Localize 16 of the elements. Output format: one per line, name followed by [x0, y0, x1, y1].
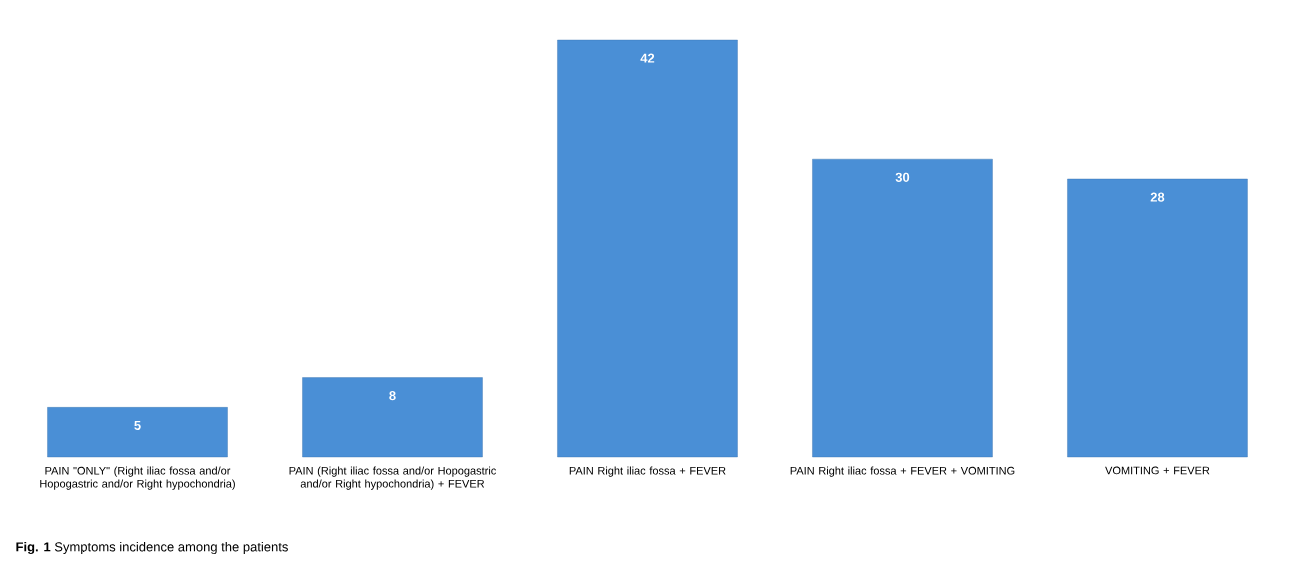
x-tick-label: PAIN "ONLY" (Right iliac fossa and/or Hopogastric and/or Right hypochondria) — [40, 466, 235, 490]
text: Fig. 1 Symptoms incidence among the patients — [16, 541, 288, 555]
bar — [1067, 178, 1248, 458]
data-label: 8 — [389, 391, 396, 401]
bar — [557, 39, 738, 458]
bar — [302, 377, 483, 458]
x-tick-label: VOMITING + FEVER — [1105, 466, 1210, 475]
x-tick-label: PAIN (Right iliac fossa and/or Hopogastric and/or Right hypochondria) + FEVER — [289, 466, 496, 490]
data-label: 42 — [640, 53, 655, 63]
data-label: 30 — [895, 172, 910, 182]
bar — [47, 407, 228, 458]
data-label: 5 — [134, 420, 141, 430]
x-tick-label: PAIN Right iliac fossa + FEVER + VOMITING — [790, 466, 1015, 477]
x-tick-label: PAIN Right iliac fossa + FEVER — [569, 466, 726, 477]
bar — [812, 158, 993, 458]
data-label: 28 — [1150, 192, 1165, 202]
